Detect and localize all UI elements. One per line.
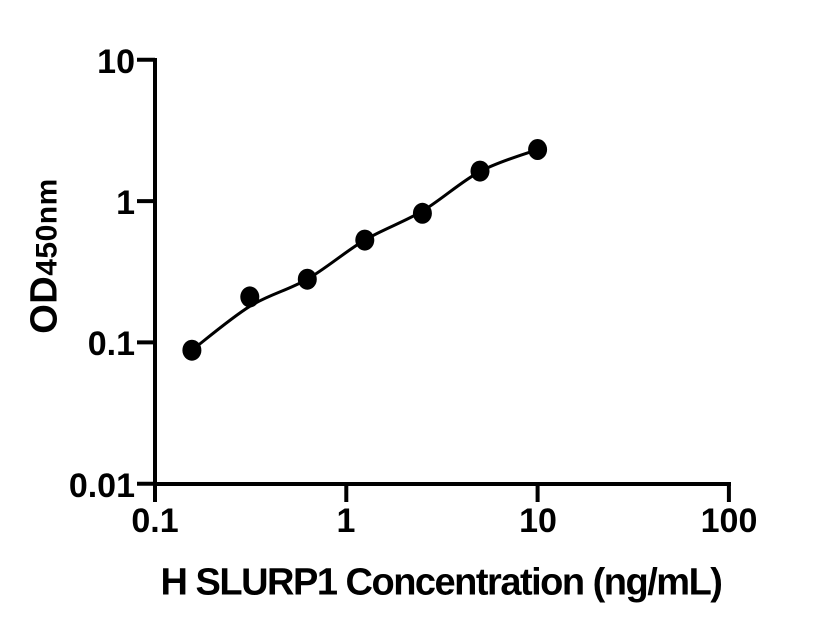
y-axis-title-main: OD bbox=[23, 275, 66, 334]
x-tick-label-0-1: 0.1 bbox=[131, 502, 179, 540]
data-points bbox=[182, 139, 548, 361]
y-tick-label-10: 10 bbox=[97, 43, 135, 81]
y-tick-label-1: 1 bbox=[116, 184, 135, 222]
y-axis-title: OD450nm bbox=[24, 178, 67, 334]
data-point bbox=[355, 229, 375, 251]
y-axis-title-sub: 450nm bbox=[30, 178, 64, 276]
x-tick-label-10: 10 bbox=[519, 502, 557, 540]
x-axis-title: H SLURP1 Concentration (ng/mL) bbox=[160, 561, 723, 604]
data-point bbox=[470, 160, 490, 182]
x-tick-label-100: 100 bbox=[700, 502, 758, 540]
data-point bbox=[412, 202, 432, 224]
y-tick-label-0-01: 0.01 bbox=[68, 467, 135, 505]
x-tick-label-1: 1 bbox=[336, 502, 356, 540]
data-point bbox=[297, 268, 317, 290]
data-point bbox=[182, 339, 202, 361]
y-tick-label-0-1: 0.1 bbox=[87, 325, 135, 363]
data-point bbox=[528, 139, 548, 160]
axes bbox=[137, 57, 731, 502]
data-point bbox=[240, 286, 260, 308]
